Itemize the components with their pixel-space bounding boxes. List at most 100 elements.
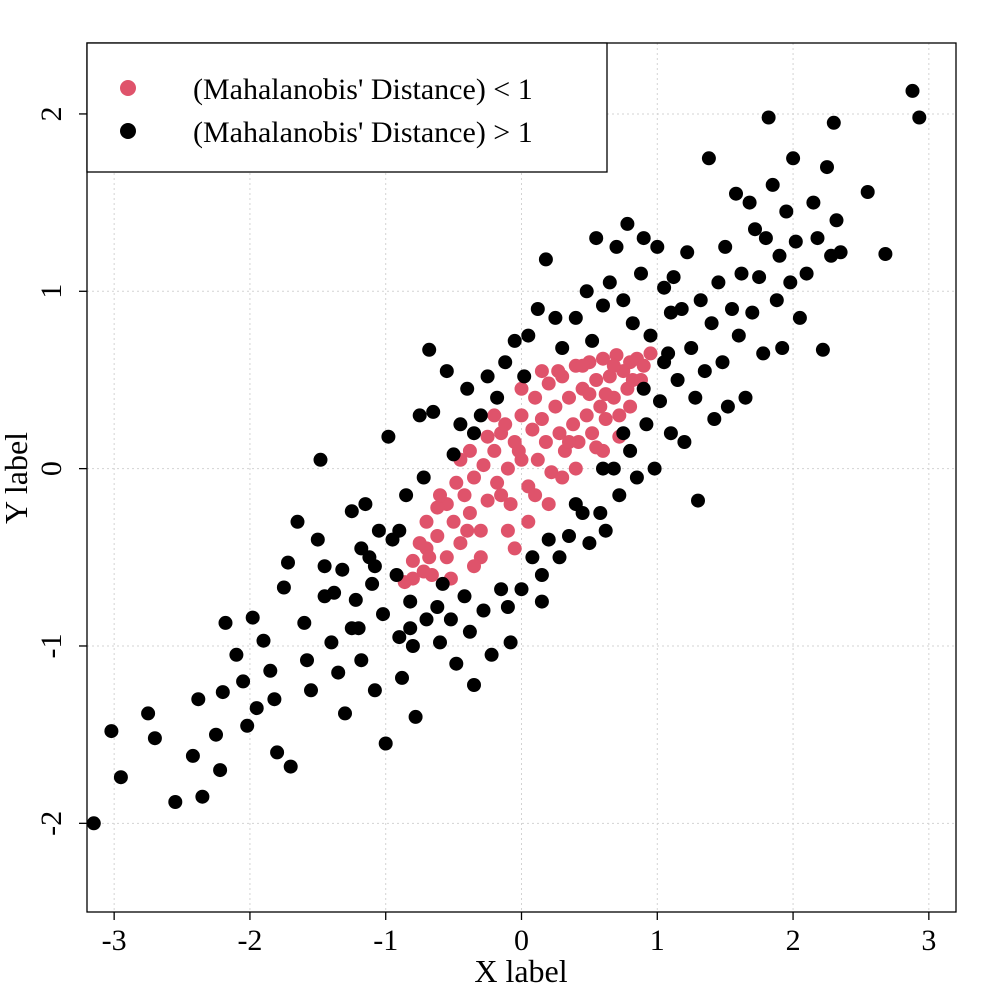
data-point	[487, 443, 502, 458]
data-point	[490, 475, 505, 490]
data-point	[389, 568, 404, 582]
data-point	[405, 639, 420, 653]
data-point	[792, 310, 807, 325]
data-point	[300, 653, 314, 668]
data-point	[424, 568, 439, 582]
data-point	[677, 435, 692, 449]
x-tick-label: -1	[373, 924, 398, 957]
data-point	[541, 532, 556, 547]
data-point	[525, 422, 540, 437]
data-point	[476, 458, 491, 473]
y-tick-label: 1	[35, 284, 68, 299]
data-point	[517, 369, 532, 384]
data-point	[579, 284, 594, 299]
data-point	[670, 373, 685, 387]
data-point	[218, 615, 233, 630]
data-point	[490, 390, 505, 405]
data-point	[734, 266, 749, 281]
data-point	[405, 571, 420, 586]
data-point	[552, 426, 567, 441]
data-point	[113, 770, 128, 785]
data-point	[392, 523, 407, 538]
data-point	[528, 390, 543, 405]
data-point	[338, 706, 352, 721]
data-point	[562, 435, 576, 449]
data-point	[416, 470, 431, 485]
data-point	[494, 488, 509, 503]
data-point	[324, 635, 339, 650]
data-point	[480, 369, 495, 384]
data-point	[745, 305, 760, 320]
data-point	[711, 275, 726, 290]
data-point	[460, 381, 475, 396]
data-point	[636, 231, 651, 246]
data-point	[606, 358, 621, 373]
data-point	[480, 493, 495, 508]
data-point	[521, 328, 536, 343]
data-point	[412, 536, 427, 551]
data-point	[498, 417, 513, 432]
data-point	[704, 316, 719, 331]
data-point	[419, 612, 434, 627]
data-point	[609, 348, 624, 363]
data-point	[473, 408, 488, 423]
data-point	[585, 333, 600, 348]
data-point	[538, 252, 553, 267]
data-point	[412, 408, 427, 423]
data-point	[365, 576, 380, 591]
data-point	[209, 727, 223, 742]
data-point	[498, 355, 513, 370]
data-point	[589, 440, 604, 455]
data-point	[426, 404, 441, 419]
data-point	[779, 204, 794, 219]
data-point	[433, 488, 447, 503]
data-point	[731, 328, 746, 343]
data-point	[833, 245, 848, 260]
data-point	[185, 748, 200, 763]
data-point	[634, 266, 648, 281]
data-point	[435, 576, 450, 591]
data-point	[579, 408, 594, 423]
data-point	[500, 461, 515, 476]
data-point	[267, 692, 282, 707]
data-point	[249, 701, 264, 716]
data-point	[500, 600, 515, 614]
data-point	[376, 607, 390, 622]
data-point	[552, 550, 567, 565]
x-tick-label: 0	[514, 924, 529, 957]
data-point	[806, 195, 821, 210]
data-point	[598, 387, 613, 402]
data-point	[707, 412, 722, 426]
data-point	[555, 341, 570, 355]
data-point	[422, 550, 437, 565]
data-point	[729, 186, 743, 201]
data-point	[168, 795, 183, 809]
data-point	[589, 231, 604, 246]
data-point	[467, 678, 481, 692]
data-point	[430, 600, 445, 614]
data-point	[566, 417, 581, 432]
data-point	[783, 275, 798, 290]
data-point	[643, 346, 658, 361]
data-point	[534, 594, 549, 609]
legend-label-inside: (Mahalanobis' Distance) < 1	[193, 73, 533, 106]
data-point	[191, 692, 206, 707]
data-point	[720, 399, 735, 414]
data-point	[408, 709, 423, 724]
data-point	[657, 355, 672, 370]
data-point	[596, 298, 610, 313]
data-point	[551, 364, 566, 379]
data-point	[602, 369, 617, 384]
data-point	[462, 506, 477, 520]
data-point	[430, 500, 445, 515]
x-axis: -3 -2 -1 0 1 2 3	[102, 912, 936, 957]
data-point	[403, 594, 418, 609]
data-point	[503, 635, 518, 650]
data-point	[256, 633, 271, 648]
data-point	[616, 293, 631, 308]
data-point	[405, 553, 420, 568]
x-tick-label: 3	[921, 924, 936, 957]
data-point	[449, 475, 464, 490]
data-point	[245, 610, 260, 625]
data-point	[775, 341, 790, 355]
